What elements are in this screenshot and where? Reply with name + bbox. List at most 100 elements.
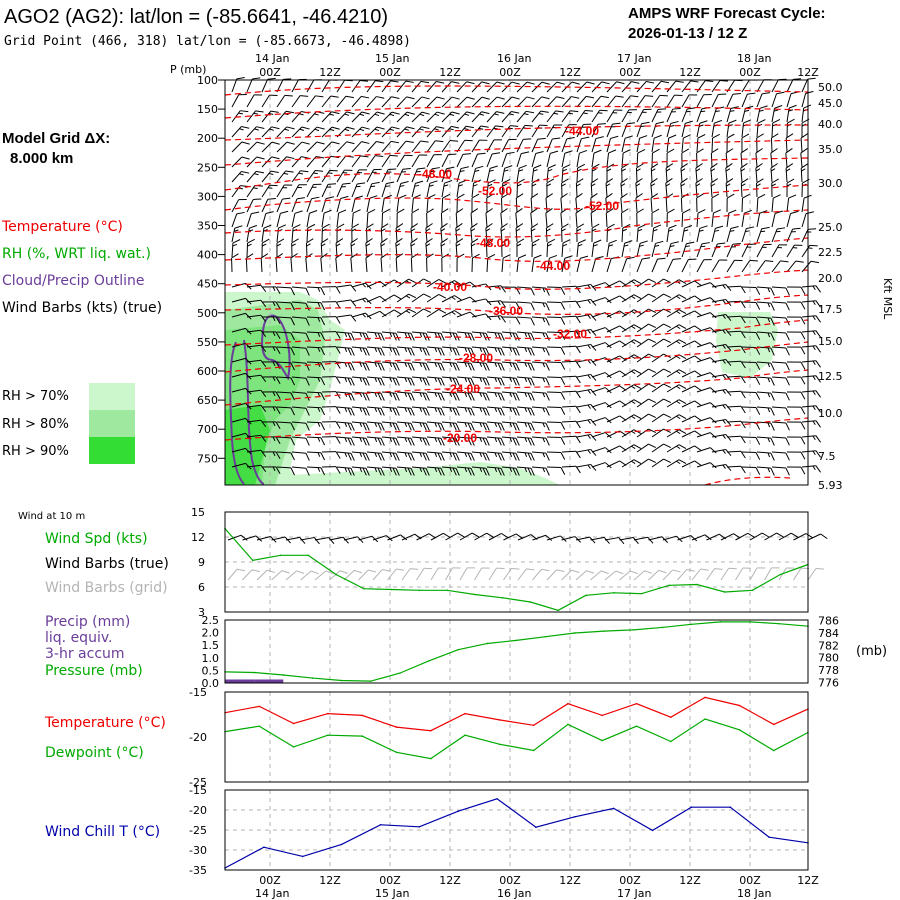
wind-barb-true <box>764 532 784 541</box>
profile-wind-barb <box>486 466 505 476</box>
profile-wind-barb <box>516 81 535 93</box>
profile-wind-barb <box>531 301 550 311</box>
wind-barb-true <box>807 533 828 541</box>
profile-wind-barb <box>696 447 717 454</box>
profile-wind-barb <box>650 163 659 183</box>
profile-wind-barb <box>411 167 426 183</box>
profile-wind-barb <box>456 376 475 386</box>
profile-wind-barb <box>756 92 770 108</box>
precip-panel-grid <box>269 620 751 683</box>
wind-chill-tick: -30 <box>189 844 207 857</box>
wind-barb-grid <box>314 570 334 581</box>
profile-wind-barb <box>486 406 505 416</box>
label-liq-equiv: liq. equiv. <box>45 630 112 646</box>
profile-wind-barb <box>456 391 475 401</box>
profile-wind-barb <box>261 286 281 295</box>
time-label-bottom: 12Z <box>797 874 819 887</box>
profile-wind-barb <box>770 133 779 153</box>
profile-wind-barb <box>246 156 265 168</box>
profile-wind-barb <box>801 345 821 353</box>
profile-wind-barb <box>441 346 460 356</box>
wind-barb-true <box>314 537 335 545</box>
profile-wind-barb <box>306 210 318 228</box>
time-label-top: 12Z <box>319 66 341 79</box>
profile-wind-barb <box>366 126 385 138</box>
profile-wind-barb <box>516 151 530 168</box>
profile-wind-barb <box>696 297 717 304</box>
profile-wind-barb <box>486 315 506 323</box>
temperature-point <box>361 714 363 717</box>
profile-wind-barb <box>336 195 349 213</box>
profile-wind-barb <box>666 134 677 153</box>
profile-wind-barb <box>456 125 474 138</box>
profile-wind-barb <box>306 466 326 476</box>
profile-wind-barb <box>755 163 763 183</box>
profile-wind-barb <box>561 345 581 354</box>
wind-speed-point <box>251 559 254 562</box>
profile-wind-barb <box>231 297 252 305</box>
profile-wind-barb <box>471 125 489 138</box>
temperature-line <box>224 696 809 732</box>
profile-wind-barb <box>681 415 702 423</box>
dewpoint-line <box>224 718 809 760</box>
profile-wind-barb <box>576 463 597 471</box>
profile-wind-barb <box>411 436 430 446</box>
profile-wind-barb <box>741 209 752 228</box>
profile-wind-barb <box>456 193 465 213</box>
profile-wind-barb <box>276 197 291 213</box>
profile-wind-barb <box>771 331 790 341</box>
profile-wind-barb <box>261 184 278 198</box>
profile-wind-barb <box>786 244 803 258</box>
profile-wind-barb <box>681 340 702 348</box>
profile-wind-barb <box>486 300 506 308</box>
profile-wind-barb <box>351 421 370 431</box>
profile-wind-barb <box>396 376 415 386</box>
profile-wind-barb <box>471 139 488 153</box>
profile-wind-barb <box>246 464 267 472</box>
date-label-bottom: 15 Jan <box>375 887 409 900</box>
profile-wind-barb <box>561 315 581 324</box>
profile-wind-barb <box>621 95 639 108</box>
profile-wind-barb <box>756 260 774 273</box>
profile-wind-barb <box>351 346 370 356</box>
wind-barb-true <box>691 534 712 541</box>
profile-wind-barb <box>591 223 600 243</box>
temp-label-9: -32.00 <box>553 327 587 341</box>
profile-wind-barb <box>456 436 475 446</box>
profile-wind-barb <box>305 253 313 273</box>
label-pressure: Pressure (mb) <box>45 663 143 679</box>
profile-wind-barb <box>486 331 505 341</box>
wind-barb-true <box>488 533 509 541</box>
profile-wind-barb <box>486 346 505 356</box>
pressure-tick: 780 <box>818 652 839 665</box>
profile-wind-barb <box>591 402 612 409</box>
profile-wind-barb <box>261 466 281 475</box>
profile-wind-barb <box>486 361 505 371</box>
profile-wind-barb <box>770 148 778 168</box>
profile-wind-barb <box>711 225 724 243</box>
profile-wind-barb <box>756 286 775 296</box>
profile-wind-barb <box>306 170 324 183</box>
profile-wind-barb <box>726 390 746 399</box>
profile-wind-barb <box>486 139 503 153</box>
grid-point-subtitle: Grid Point (466, 318) lat/lon = (-85.667… <box>4 34 411 49</box>
wind-barb-true <box>430 532 451 541</box>
profile-wind-barb <box>276 331 295 341</box>
profile-wind-barb <box>381 466 400 476</box>
profile-wind-barb <box>381 168 397 183</box>
profile-wind-barb <box>711 283 732 291</box>
wind-barb-grid <box>648 569 667 581</box>
profile-wind-barb <box>456 139 473 153</box>
profile-wind-barb <box>651 458 672 468</box>
wind-speed-point <box>529 601 532 603</box>
profile-wind-barb <box>291 156 310 168</box>
profile-wind-barb <box>561 255 573 273</box>
profile-wind-barb <box>321 346 341 354</box>
profile-wind-barb <box>486 125 504 138</box>
profile-wind-barb <box>396 96 415 108</box>
profile-wind-barb <box>366 376 385 386</box>
profile-wind-barb <box>381 346 400 356</box>
profile-wind-barb <box>276 94 293 108</box>
rh-level-70: RH > 70% <box>2 389 69 404</box>
wind-panel-grid <box>225 512 808 612</box>
